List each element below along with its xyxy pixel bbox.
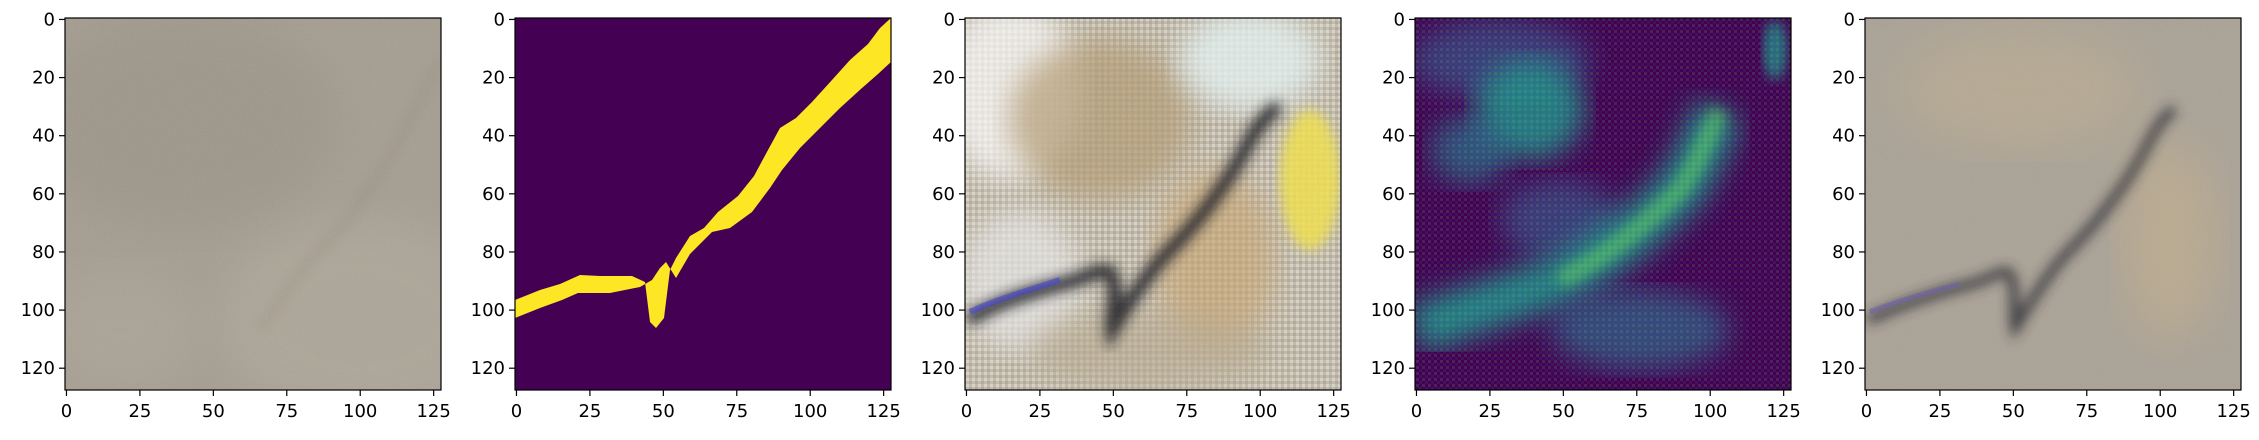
y-tick-label: 0 [1844, 9, 1855, 30]
panel-blended-result [1865, 18, 2241, 390]
y-tick-label: 120 [1821, 358, 1855, 379]
y-tick-label: 20 [1382, 68, 1405, 89]
y-tick-label: 0 [44, 9, 55, 30]
x-tick-label: 100 [1243, 401, 1277, 422]
x-tick-label: 50 [202, 401, 225, 422]
y-tick-label: 120 [471, 358, 505, 379]
x-tick-label: 0 [1861, 401, 1872, 422]
y-tick-label: 40 [1382, 126, 1405, 147]
y-tick-label: 100 [471, 300, 505, 321]
y-tick-label: 40 [482, 126, 505, 147]
y-tick-label: 0 [1394, 9, 1405, 30]
x-tick-label: 50 [1552, 401, 1575, 422]
y-tick-label: 0 [494, 9, 505, 30]
y-tick-label: 100 [21, 300, 55, 321]
x-tick-label: 25 [578, 401, 601, 422]
x-tick-label: 75 [725, 401, 748, 422]
x-tick-label: 100 [1693, 401, 1727, 422]
y-tick-label: 40 [1832, 126, 1855, 147]
y-tick-label: 60 [32, 184, 55, 205]
x-tick-label: 0 [511, 401, 522, 422]
x-tick-label: 25 [1478, 401, 1501, 422]
y-tick-label: 40 [932, 126, 955, 147]
y-tick-label: 20 [32, 68, 55, 89]
y-tick-label: 100 [1371, 300, 1405, 321]
panel-crack-mask [515, 18, 891, 390]
x-tick-label: 25 [1928, 401, 1951, 422]
panel-heatmap [1415, 18, 1791, 390]
y-tick-label: 120 [921, 358, 955, 379]
y-tick-label: 60 [482, 184, 505, 205]
y-tick-label: 80 [932, 242, 955, 263]
y-tick-label: 60 [932, 184, 955, 205]
x-tick-label: 50 [652, 401, 675, 422]
y-tick-label: 80 [1832, 242, 1855, 263]
panel-1-frame [64, 17, 442, 391]
y-tick-label: 60 [1832, 184, 1855, 205]
x-tick-label: 125 [866, 401, 900, 422]
x-tick-label: 50 [2002, 401, 2025, 422]
panel-5-frame [1864, 17, 2242, 391]
panel-reconstruction [965, 18, 1341, 390]
panel-input-photo [65, 18, 441, 390]
x-tick-label: 50 [1102, 401, 1125, 422]
x-tick-label: 100 [2143, 401, 2177, 422]
x-tick-label: 0 [61, 401, 72, 422]
y-tick-label: 80 [32, 242, 55, 263]
panel-3-frame [964, 17, 1342, 391]
panel-4-frame [1414, 17, 1792, 391]
y-tick-label: 100 [921, 300, 955, 321]
y-tick-label: 60 [1382, 184, 1405, 205]
y-tick-label: 20 [932, 68, 955, 89]
x-tick-label: 75 [1625, 401, 1648, 422]
y-tick-label: 100 [1821, 300, 1855, 321]
x-tick-label: 125 [2216, 401, 2250, 422]
y-tick-label: 80 [1382, 242, 1405, 263]
x-tick-label: 75 [275, 401, 298, 422]
y-tick-label: 80 [482, 242, 505, 263]
x-tick-label: 75 [2075, 401, 2098, 422]
y-tick-label: 40 [32, 126, 55, 147]
x-tick-label: 125 [416, 401, 450, 422]
y-tick-label: 0 [944, 9, 955, 30]
x-tick-label: 125 [1316, 401, 1350, 422]
y-tick-label: 20 [1832, 68, 1855, 89]
x-tick-label: 0 [961, 401, 972, 422]
x-tick-label: 75 [1175, 401, 1198, 422]
x-tick-label: 25 [1028, 401, 1051, 422]
x-tick-label: 25 [128, 401, 151, 422]
panel-2-frame [514, 17, 892, 391]
x-tick-label: 100 [343, 401, 377, 422]
y-tick-label: 20 [482, 68, 505, 89]
x-tick-label: 125 [1766, 401, 1800, 422]
y-tick-label: 120 [1371, 358, 1405, 379]
x-tick-label: 100 [793, 401, 827, 422]
x-tick-label: 0 [1411, 401, 1422, 422]
y-tick-label: 120 [21, 358, 55, 379]
axis-ticks: 0 25 50 75 100 125 0 20 40 60 80 100 120 0 25 50 75 100 12… [21, 9, 2251, 422]
